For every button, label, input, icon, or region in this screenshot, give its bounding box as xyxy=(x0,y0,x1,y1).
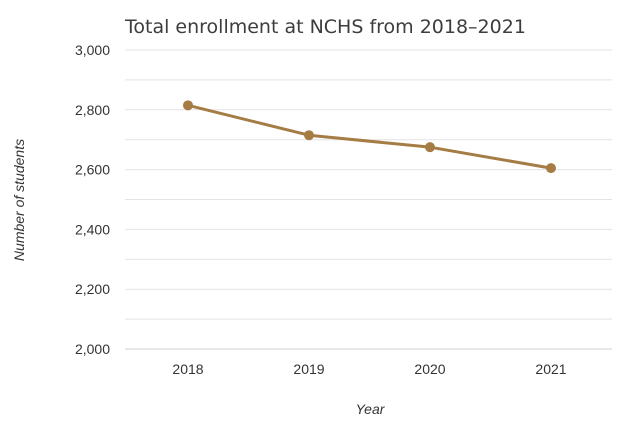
y-tick-label: 2,200 xyxy=(75,281,110,297)
x-tick-label: 2018 xyxy=(172,361,203,377)
y-axis-ticks: 2,000 2,200 2,400 2,600 2,800 3,000 xyxy=(75,42,110,357)
y-tick-label: 2,000 xyxy=(75,341,110,357)
chart-title: Total enrollment at NCHS from 2018–2021 xyxy=(124,16,526,38)
x-tick-label: 2021 xyxy=(535,361,566,377)
series-line xyxy=(186,103,553,170)
x-tick-label: 2020 xyxy=(414,361,445,377)
series-layer xyxy=(183,100,556,174)
y-tick-label: 2,600 xyxy=(75,162,110,178)
data-point xyxy=(304,130,314,141)
data-point xyxy=(183,100,193,111)
gridlines xyxy=(125,49,612,350)
x-tick-label: 2019 xyxy=(293,361,324,377)
x-axis-label: Year xyxy=(356,401,386,417)
y-tick-label: 3,000 xyxy=(75,42,110,58)
y-tick-label: 2,400 xyxy=(75,221,110,237)
y-tick-label: 2,800 xyxy=(75,102,110,118)
y-axis-label: Number of students xyxy=(11,139,27,261)
x-axis-ticks: 2018 2019 2020 2021 xyxy=(172,361,566,377)
data-point xyxy=(546,163,556,174)
data-point xyxy=(425,142,435,153)
